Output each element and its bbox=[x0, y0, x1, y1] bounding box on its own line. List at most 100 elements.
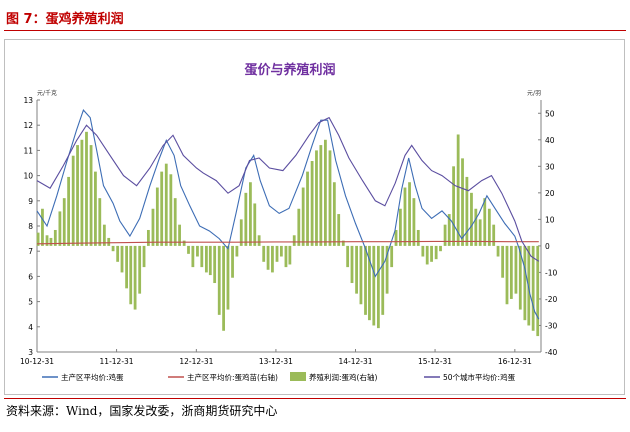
chart-frame bbox=[4, 39, 625, 395]
right-axis-tick-label: -10 bbox=[545, 268, 557, 277]
profit-bar bbox=[111, 245, 115, 252]
profit-bar bbox=[310, 161, 314, 246]
right-axis-tick-label: 50 bbox=[545, 109, 555, 118]
profit-bar bbox=[155, 187, 159, 246]
series-line-3 bbox=[36, 116, 540, 262]
profit-bar bbox=[505, 245, 509, 305]
left-axis-tick-label: 5 bbox=[28, 298, 33, 307]
profit-bar bbox=[213, 245, 217, 284]
profit-bar bbox=[372, 245, 376, 326]
profit-bar bbox=[76, 145, 79, 246]
series-line-2 bbox=[36, 240, 539, 245]
profit-bar bbox=[288, 245, 292, 265]
right-axis-unit: 元/羽 bbox=[527, 90, 541, 97]
right-axis-tick-label: 0 bbox=[545, 242, 550, 251]
profit-bar bbox=[408, 182, 411, 246]
profit-bar bbox=[492, 224, 496, 246]
profit-bar bbox=[85, 131, 88, 246]
profit-bar bbox=[324, 139, 327, 246]
profit-bar bbox=[346, 245, 350, 268]
profit-bar bbox=[151, 208, 155, 246]
profit-bar bbox=[465, 176, 469, 246]
profit-bar bbox=[94, 171, 97, 246]
profit-bar bbox=[456, 134, 460, 246]
profit-bar bbox=[120, 245, 124, 273]
profit-bar bbox=[178, 224, 181, 246]
x-axis-tick-label: 11-12-31 bbox=[100, 357, 134, 366]
profit-bar bbox=[315, 150, 318, 246]
profit-bar bbox=[279, 245, 283, 257]
profit-bar bbox=[403, 187, 407, 246]
profit-bar bbox=[41, 208, 44, 246]
profit-bar bbox=[483, 198, 487, 246]
profit-bar bbox=[169, 174, 173, 246]
profit-bar bbox=[301, 187, 305, 246]
profit-bar bbox=[518, 245, 522, 310]
profit-bar bbox=[412, 198, 416, 246]
profit-bar bbox=[53, 229, 57, 246]
x-axis-tick-label: 13-12-31 bbox=[259, 357, 293, 366]
profit-bar bbox=[62, 198, 66, 246]
profit-bar bbox=[80, 139, 84, 246]
chart-title: 蛋价与养殖利润 bbox=[244, 62, 335, 78]
profit-bar bbox=[196, 245, 199, 257]
right-axis-tick-label: 10 bbox=[545, 215, 555, 224]
series-line-1 bbox=[36, 109, 540, 320]
profit-bar bbox=[394, 229, 398, 246]
legend-swatch-3 bbox=[290, 372, 306, 381]
right-axis-tick-label: 20 bbox=[545, 189, 555, 198]
profit-bar bbox=[284, 245, 288, 268]
profit-bar bbox=[474, 208, 478, 246]
profit-bar bbox=[531, 245, 535, 331]
profit-bar bbox=[319, 145, 323, 246]
profit-bar bbox=[292, 235, 296, 246]
profit-bar bbox=[355, 245, 358, 294]
profit-bar bbox=[217, 245, 221, 315]
x-axis-tick-label: 15-12-31 bbox=[418, 357, 452, 366]
caption-divider bbox=[4, 30, 626, 31]
profit-bar bbox=[390, 245, 394, 268]
right-axis-tick-label: 40 bbox=[545, 136, 555, 145]
profit-bar bbox=[364, 245, 367, 315]
profit-bar bbox=[116, 245, 120, 262]
profit-bar bbox=[125, 245, 128, 289]
profit-bar bbox=[430, 245, 433, 262]
profit-bar bbox=[439, 245, 442, 252]
profit-bar bbox=[337, 214, 341, 246]
profit-bar bbox=[160, 171, 164, 246]
profit-bar bbox=[470, 192, 473, 246]
profit-bar bbox=[249, 182, 252, 246]
figure-caption: 图 7：蛋鸡养殖利润 bbox=[6, 12, 124, 27]
profit-bar bbox=[443, 224, 447, 246]
profit-bar bbox=[501, 245, 505, 278]
right-axis-tick-label: 30 bbox=[545, 162, 555, 171]
right-axis-tick-label: -20 bbox=[545, 295, 557, 304]
profit-bar bbox=[45, 235, 49, 246]
footer-divider bbox=[4, 398, 626, 399]
profit-bar bbox=[133, 245, 137, 310]
profit-bar bbox=[200, 245, 204, 268]
profit-bar bbox=[36, 232, 40, 246]
profit-bar bbox=[187, 245, 190, 254]
legend-label-1: 主产区平均价:鸡蛋 bbox=[61, 372, 124, 382]
right-axis-tick-label: -40 bbox=[545, 348, 557, 357]
profit-bar bbox=[239, 219, 243, 246]
profit-bar bbox=[129, 245, 133, 305]
profit-bar bbox=[275, 245, 279, 262]
legend-label-3: 养殖利润:蛋鸡(右轴) bbox=[309, 372, 377, 382]
profit-bar bbox=[328, 150, 332, 246]
profit-bar bbox=[341, 240, 345, 246]
profit-bar bbox=[297, 208, 301, 246]
profit-bar bbox=[226, 245, 230, 310]
profit-bar bbox=[447, 214, 451, 246]
source-note: 资料来源：Wind，国家发改委，浙商期货研究中心 bbox=[6, 404, 278, 418]
left-axis-tick-label: 8 bbox=[28, 222, 33, 231]
left-axis-tick-label: 10 bbox=[23, 172, 33, 181]
profit-bar bbox=[452, 166, 455, 246]
profit-bar bbox=[49, 237, 53, 246]
left-axis-tick-label: 12 bbox=[23, 121, 33, 130]
profit-bar bbox=[536, 245, 540, 337]
x-axis-tick-label: 12-12-31 bbox=[179, 357, 213, 366]
profit-bar bbox=[461, 158, 464, 246]
